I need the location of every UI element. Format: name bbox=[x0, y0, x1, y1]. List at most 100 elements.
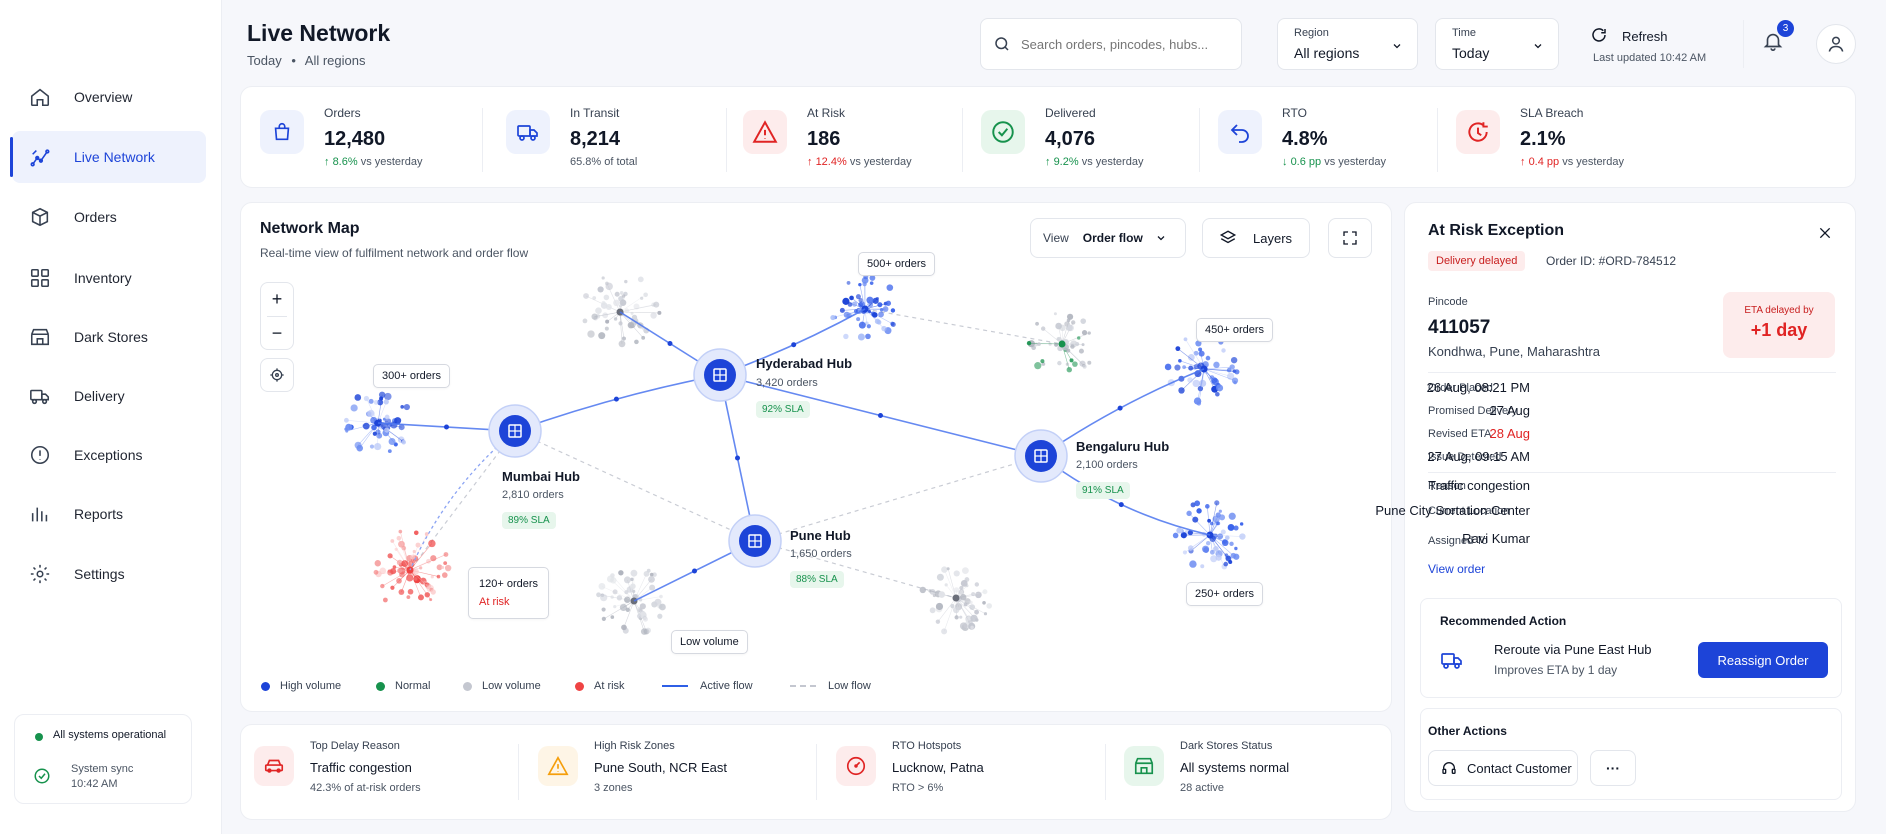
locate-button[interactable] bbox=[260, 358, 294, 392]
search-icon bbox=[993, 35, 1011, 53]
arrow-up-icon: ↑ bbox=[807, 156, 813, 168]
row-reason-value: Traffic congestion bbox=[1428, 478, 1530, 493]
insight-rto-hotspots[interactable]: RTO Hotspots Lucknow, Patna RTO > 6% bbox=[836, 734, 1076, 798]
flow-marker-0 bbox=[613, 396, 619, 402]
flow-marker-1 bbox=[791, 342, 797, 348]
hub-marker-bengaluru bbox=[1014, 429, 1068, 483]
hub-hyderabad-orders: 3,420 orders bbox=[756, 377, 818, 389]
user-icon bbox=[1826, 34, 1846, 54]
callout-120-orders[interactable]: 120+ orders At risk bbox=[468, 567, 550, 619]
alert-circle-icon bbox=[26, 441, 54, 469]
row-assigned-label: Assigned To bbox=[1428, 535, 1488, 547]
gauge-icon bbox=[845, 755, 867, 777]
kpi-delivered: Delivered 4,076 ↑ 9.2% vs yesterday bbox=[981, 98, 1181, 178]
sidebar-item-exceptions[interactable]: Exceptions bbox=[12, 429, 206, 481]
sidebar-item-reports[interactable]: Reports bbox=[12, 488, 206, 540]
row-location-label: Current Location bbox=[1428, 505, 1510, 517]
kpi-rto: RTO 4.8% ↓ 0.6 pp vs yesterday bbox=[1218, 98, 1418, 178]
hub-pune-name[interactable]: Pune Hub bbox=[790, 528, 851, 543]
gear-icon bbox=[26, 560, 54, 588]
contact-customer-button[interactable]: Contact Customer bbox=[1428, 750, 1578, 786]
insight-top-delay[interactable]: Top Delay Reason Traffic congestion 42.3… bbox=[254, 734, 494, 798]
region-select[interactable]: Region All regions bbox=[1277, 18, 1418, 70]
car-icon bbox=[263, 755, 285, 777]
notification-badge: 3 bbox=[1777, 20, 1794, 37]
sidebar-item-delivery[interactable]: Delivery bbox=[12, 370, 206, 422]
arrow-down-icon: ↓ bbox=[1282, 156, 1288, 168]
headset-icon bbox=[1441, 760, 1457, 776]
callout-low-volume[interactable]: Low volume bbox=[671, 630, 748, 654]
sidebar-item-live-network[interactable]: Live Network bbox=[10, 131, 206, 183]
shopping-bag-icon bbox=[271, 121, 293, 143]
cluster-blr-se-high bbox=[1172, 500, 1246, 570]
hub-hyderabad-name[interactable]: Hyderabad Hub bbox=[756, 356, 853, 371]
warning-triangle-icon bbox=[752, 119, 778, 145]
view-order-link[interactable]: View order bbox=[1428, 562, 1486, 576]
expand-icon bbox=[1342, 230, 1358, 246]
callout-450-orders[interactable]: 450+ orders bbox=[1196, 318, 1274, 342]
insight-high-risk-zones[interactable]: High Risk Zones Pune South, NCR East 3 z… bbox=[538, 734, 778, 798]
row-order-placed-label: Order Placed bbox=[1428, 382, 1493, 394]
search-input[interactable] bbox=[1021, 36, 1231, 52]
rec-icon-box bbox=[1432, 640, 1472, 680]
layers-button[interactable]: Layers bbox=[1202, 218, 1310, 258]
callout-300-orders[interactable]: 300+ orders bbox=[373, 364, 451, 388]
sync-label: System sync bbox=[71, 763, 134, 775]
inventory-grid-icon bbox=[26, 264, 54, 292]
row-issue-detected-label: Issue Detected bbox=[1428, 451, 1502, 463]
search-box[interactable] bbox=[980, 18, 1242, 70]
sidebar-item-dark-stores[interactable]: Dark Stores bbox=[12, 311, 206, 363]
user-avatar[interactable] bbox=[1816, 24, 1856, 64]
kpi-in-transit: In Transit 8,214 65.8% of total bbox=[506, 98, 706, 178]
hub-mumbai-name[interactable]: Mumbai Hub bbox=[502, 469, 580, 484]
time-select[interactable]: Time Today bbox=[1435, 18, 1559, 70]
more-actions-button[interactable]: ··· bbox=[1590, 750, 1636, 786]
kpi-sla-breach: SLA Breach 2.1% ↑ 0.4 pp vs yesterday bbox=[1456, 98, 1656, 178]
row-revised-eta-label: Revised ETA bbox=[1428, 428, 1492, 440]
legend-active-flow: Active flow bbox=[662, 680, 753, 692]
sidebar-item-overview[interactable]: Overview bbox=[12, 71, 206, 123]
return-arrow-icon bbox=[1228, 120, 1252, 144]
chevron-down-icon bbox=[1532, 39, 1544, 57]
header-divider bbox=[1743, 20, 1744, 68]
bar-chart-icon bbox=[26, 500, 54, 528]
hub-bengaluru-orders: 2,100 orders bbox=[1076, 459, 1138, 471]
reassign-order-button[interactable]: Reassign Order bbox=[1698, 642, 1828, 678]
page-subtitle: Today • All regions bbox=[247, 53, 366, 68]
sidebar-item-inventory[interactable]: Inventory bbox=[12, 252, 206, 304]
hub-marker-pune bbox=[728, 514, 782, 568]
cluster-pune-east-low bbox=[919, 566, 992, 635]
flow-marker-3 bbox=[735, 455, 740, 461]
zoom-in-button[interactable]: + bbox=[271, 289, 283, 309]
hub-marker-mumbai bbox=[488, 404, 542, 458]
order-id: Order ID: #ORD-784512 bbox=[1546, 254, 1677, 268]
flow-marker-2 bbox=[667, 341, 673, 346]
low-flow-line-2 bbox=[864, 308, 1063, 345]
row-promised-value: 27 Aug bbox=[1489, 403, 1531, 418]
warning-triangle-icon bbox=[547, 755, 569, 777]
sidebar-item-orders[interactable]: Orders bbox=[12, 191, 206, 243]
hub-pune-sla: 88% SLA bbox=[790, 571, 844, 588]
flow-marker-4 bbox=[878, 413, 883, 418]
rec-sub-text: Improves ETA by 1 day bbox=[1494, 663, 1618, 677]
refresh-button[interactable]: Refresh Last updated 10:42 AM bbox=[1590, 22, 1730, 68]
hub-bengaluru-name[interactable]: Bengaluru Hub bbox=[1076, 439, 1170, 454]
callout-250-orders[interactable]: 250+ orders bbox=[1186, 582, 1264, 606]
close-button[interactable] bbox=[1814, 222, 1836, 244]
low-flow-line-1 bbox=[754, 455, 1042, 542]
other-actions-title: Other Actions bbox=[1428, 724, 1507, 738]
zoom-out-button[interactable]: − bbox=[271, 323, 283, 343]
sidebar-item-settings[interactable]: Settings bbox=[12, 548, 206, 600]
flow-marker-5 bbox=[444, 424, 449, 430]
hub-marker-hyderabad bbox=[693, 348, 747, 402]
callout-500-orders[interactable]: 500+ orders bbox=[858, 252, 936, 276]
fullscreen-button[interactable] bbox=[1328, 218, 1372, 258]
hub-pune-orders: 1,650 orders bbox=[790, 548, 852, 560]
row-assigned-value: Ravi Kumar bbox=[1462, 531, 1530, 546]
notifications-button[interactable]: 3 bbox=[1760, 20, 1794, 58]
view-select[interactable]: View Order flow bbox=[1030, 218, 1186, 258]
arrow-up-icon: ↑ bbox=[1520, 156, 1526, 168]
truck-icon bbox=[1440, 648, 1464, 672]
insight-dark-stores[interactable]: Dark Stores Status All systems normal 28… bbox=[1124, 734, 1364, 798]
row-promised-label: Promised Delivery bbox=[1428, 405, 1518, 417]
